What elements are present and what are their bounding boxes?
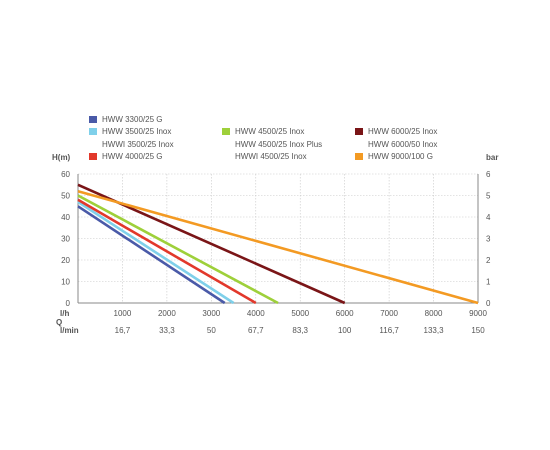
y-left-tick-label: 20 xyxy=(61,256,70,265)
legend-swatch xyxy=(355,153,363,160)
legend-item: HWW 3500/25 Inox xyxy=(89,127,171,137)
legend-label: HWW 4500/25 Inox xyxy=(235,127,305,136)
x-tick-label-lh: 6000 xyxy=(336,309,354,318)
legend-swatch xyxy=(89,116,97,123)
x-axis-lmin-title: l/min xyxy=(60,326,79,335)
y-right-axis-title: bar xyxy=(486,153,498,162)
legend-label: HWW 3300/25 G xyxy=(102,115,163,124)
legend-item: HWW 6000/50 Inox xyxy=(355,140,437,150)
legend-item: HWWI 3500/25 Inox xyxy=(89,140,174,150)
series-line xyxy=(77,200,235,305)
legend-swatch xyxy=(222,128,230,135)
legend-item: HWW 4500/25 Inox xyxy=(222,127,304,137)
x-tick-label-lh: 8000 xyxy=(425,309,443,318)
y-left-axis-title: H(m) xyxy=(52,153,71,162)
series-line xyxy=(77,205,226,305)
legend-label: HWW 6000/25 Inox xyxy=(368,127,438,136)
legend-label: HWW 9000/100 G xyxy=(368,152,433,161)
x-tick-label-lh: 7000 xyxy=(380,309,398,318)
y-left-tick-label: 40 xyxy=(61,213,70,222)
legend-item: HWW 4500/25 Inox Plus xyxy=(222,140,322,150)
legend-label: HWWI 3500/25 Inox xyxy=(102,140,174,149)
x-tick-label-lmin: 33,3 xyxy=(159,326,175,335)
series-line xyxy=(77,198,257,305)
series-layer xyxy=(77,183,479,305)
legend-swatch xyxy=(355,128,363,135)
y-left-tick-label: 60 xyxy=(61,170,70,179)
x-tick-label-lh: 4000 xyxy=(247,309,265,318)
x-tick-label-lh: 2000 xyxy=(158,309,176,318)
x-tick-label-lh: 5000 xyxy=(291,309,309,318)
y-right-tick-label: 1 xyxy=(486,278,491,287)
legend-swatch xyxy=(89,153,97,160)
legend-item: HWW 6000/25 Inox xyxy=(355,127,437,137)
axis-labels: H(m) bar l/h Q l/min xyxy=(52,153,498,335)
x-tick-label-lh: 3000 xyxy=(202,309,220,318)
y-right-tick-label: 5 xyxy=(486,192,491,201)
x-axis-q-title: Q xyxy=(56,318,62,327)
y-right-tick-label: 2 xyxy=(486,256,491,265)
series-line xyxy=(77,194,279,305)
y-left-tick-label: 30 xyxy=(61,235,70,244)
y-left-tick-label: 10 xyxy=(61,278,70,287)
x-tick-label-lmin: 150 xyxy=(471,326,485,335)
y-left-tick-label: 50 xyxy=(61,192,70,201)
legend-item: HWW 3300/25 G xyxy=(89,115,162,125)
series-line xyxy=(77,189,479,305)
legend-item: HWW 4000/25 G xyxy=(89,152,162,162)
x-axis-lh-title: l/h xyxy=(60,309,69,318)
legend-label: HWW 4500/25 Inox Plus xyxy=(235,140,323,149)
y-right-tick-label: 6 xyxy=(486,170,491,179)
x-tick-label-lh: 9000 xyxy=(469,309,487,318)
x-tick-label-lmin: 116,7 xyxy=(379,326,399,335)
legend-label: HWW 3500/25 Inox xyxy=(102,127,172,136)
legend-item: HWW 9000/100 G xyxy=(355,152,433,162)
x-tick-label-lmin: 83,3 xyxy=(292,326,308,335)
chart-grid xyxy=(77,173,479,304)
x-tick-label-lmin: 16,7 xyxy=(115,326,131,335)
x-tick-label-lmin: 67,7 xyxy=(248,326,264,335)
y-right-tick-label: 4 xyxy=(486,213,491,222)
legend-swatch xyxy=(89,128,97,135)
x-tick-label-lh: 1000 xyxy=(114,309,132,318)
y-right-tick-label: 0 xyxy=(486,299,491,308)
x-tick-label-lmin: 133,3 xyxy=(424,326,445,335)
legend-label: HWWI 4500/25 Inox xyxy=(235,152,307,161)
legend-label: HWW 6000/50 Inox xyxy=(368,140,438,149)
legend-label: HWW 4000/25 G xyxy=(102,152,163,161)
x-tick-label-lmin: 100 xyxy=(338,326,352,335)
y-right-tick-label: 3 xyxy=(486,235,491,244)
tick-labels: 0 0 10 1 20 2 30 3 40 4 50 5 60 6 1000 16,7 2000 33,3 3000… xyxy=(61,170,491,335)
legend-item: HWWI 4500/25 Inox xyxy=(222,152,307,162)
y-left-tick-label: 0 xyxy=(66,299,71,308)
x-tick-label-lmin: 50 xyxy=(207,326,216,335)
